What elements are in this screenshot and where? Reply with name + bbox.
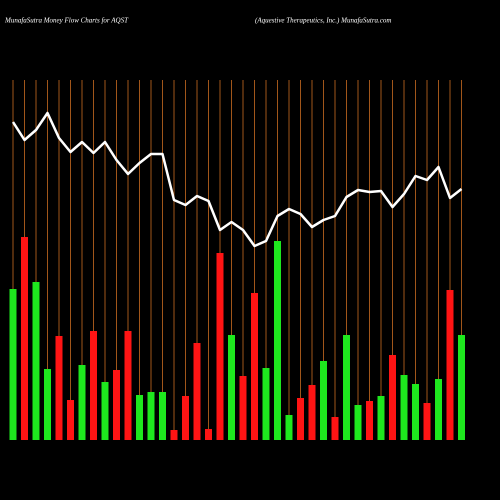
bar (9, 289, 17, 440)
bar (124, 331, 132, 440)
bar (101, 382, 109, 440)
bar (55, 336, 63, 440)
bar (377, 396, 385, 440)
bar (389, 355, 396, 440)
chart-title: MunafaSutra Money Flow Charts for AQST (4, 17, 129, 25)
bar (331, 417, 339, 440)
bar (320, 361, 327, 440)
bar (343, 335, 350, 440)
bar (435, 379, 442, 440)
bar (366, 401, 373, 440)
bar (446, 290, 454, 440)
bar (400, 375, 408, 440)
bar (228, 335, 235, 440)
flow-line (11, 111, 463, 248)
bar (159, 392, 166, 440)
bar (216, 253, 224, 440)
bar (32, 282, 40, 440)
bar (90, 331, 97, 440)
bar (113, 370, 120, 440)
bar (251, 293, 258, 440)
bar (147, 392, 155, 440)
bar (458, 335, 465, 440)
bar (205, 429, 212, 440)
bar (423, 403, 431, 440)
bar (308, 385, 316, 440)
bar (274, 241, 281, 440)
bar (136, 395, 143, 440)
chart-subtitle: (Aquestive Therapeutics, Inc.) MunafaSut… (255, 17, 391, 25)
bar (412, 384, 419, 440)
bar (182, 396, 189, 440)
bar (67, 400, 74, 440)
bar (262, 368, 270, 440)
bar (239, 376, 247, 440)
bar (44, 369, 51, 440)
bar (170, 430, 178, 440)
bar (193, 343, 201, 440)
bar (21, 237, 28, 440)
bar (285, 415, 293, 440)
bar (78, 365, 86, 440)
bar (297, 398, 304, 440)
bar (354, 405, 362, 440)
